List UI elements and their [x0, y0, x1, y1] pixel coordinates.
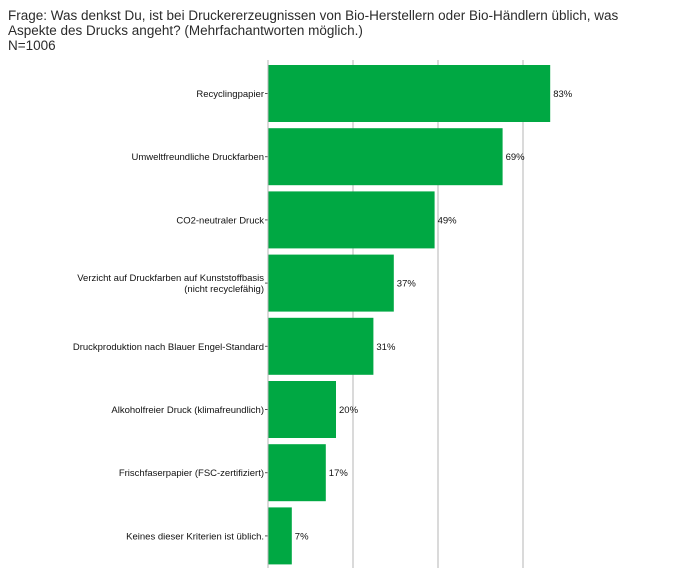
value-label: 49% [438, 215, 458, 226]
value-label: 31% [376, 342, 396, 353]
bar [268, 317, 374, 375]
bar [268, 128, 503, 186]
bar [268, 191, 435, 249]
category-label: Keines dieser Kriterien ist üblich. [126, 531, 264, 542]
chart-header: Frage: Was denkst Du, ist bei Druckererz… [8, 8, 672, 53]
bar [268, 254, 394, 312]
question-line-1: Frage: Was denkst Du, ist bei Druckererz… [8, 8, 619, 23]
value-label: 20% [339, 405, 359, 416]
value-label: 7% [295, 531, 309, 542]
category-label: Umweltfreundliche Druckfarben [131, 152, 264, 163]
value-label: 69% [506, 152, 526, 163]
question-line-2: Aspekte des Drucks angeht? (Mehrfachantw… [8, 23, 363, 38]
value-label: 17% [329, 468, 349, 479]
category-label: Recyclingpapier [196, 89, 264, 100]
value-label: 37% [397, 279, 417, 290]
bar [268, 444, 326, 502]
category-label: Verzicht auf Druckfarben auf Kunststoffb… [77, 273, 264, 295]
bar [268, 381, 336, 438]
bar [268, 507, 292, 565]
value-label: 83% [553, 89, 573, 100]
category-label: Druckproduktion nach Blauer Engel-Standa… [73, 342, 264, 353]
category-label: CO2-neutraler Druck [176, 215, 264, 226]
category-label: Alkoholfreier Druck (klimafreundlich) [111, 405, 264, 416]
bar [268, 65, 551, 122]
category-label: Frischfaserpapier (FSC-zertifiziert) [119, 468, 264, 479]
sample-size: N=1006 [8, 38, 56, 53]
